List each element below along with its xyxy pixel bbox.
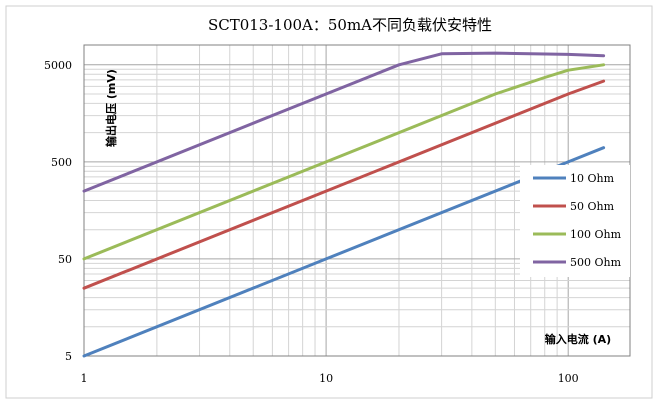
legend-box xyxy=(520,165,630,277)
x-tick-label: 1 xyxy=(81,372,88,385)
legend-label: 50 Ohm xyxy=(570,200,615,213)
series-layer xyxy=(82,51,606,358)
x-tick-label: 10 xyxy=(319,372,333,385)
y-tick-label: 500 xyxy=(51,156,72,169)
x-axis-label: 输入电流 (A) xyxy=(545,332,611,346)
chart-border xyxy=(5,5,653,399)
x-tick-label: 100 xyxy=(558,372,579,385)
series-line-3 xyxy=(82,63,606,261)
y-tick-label: 5000 xyxy=(44,59,72,72)
y-tick-label: 50 xyxy=(58,253,72,266)
y-axis-label: 输出电压 (mV) xyxy=(104,69,118,147)
legend-label: 10 Ohm xyxy=(570,172,615,185)
legend: 10 Ohm 50 Ohm 100 Ohm 500 Ohm xyxy=(520,165,630,277)
legend-label: 500 Ohm xyxy=(570,256,622,269)
y-tick-label: 5 xyxy=(65,350,72,363)
series-line-4 xyxy=(82,51,606,193)
tick-labels: 1 10 100 5 50 500 5000 xyxy=(44,59,579,385)
legend-label: 100 Ohm xyxy=(570,228,622,241)
chart-title: SCT013-100A：50mA不同负载伏安特性 xyxy=(208,16,492,34)
series-line-2 xyxy=(82,79,606,290)
series-line-1 xyxy=(82,146,606,358)
